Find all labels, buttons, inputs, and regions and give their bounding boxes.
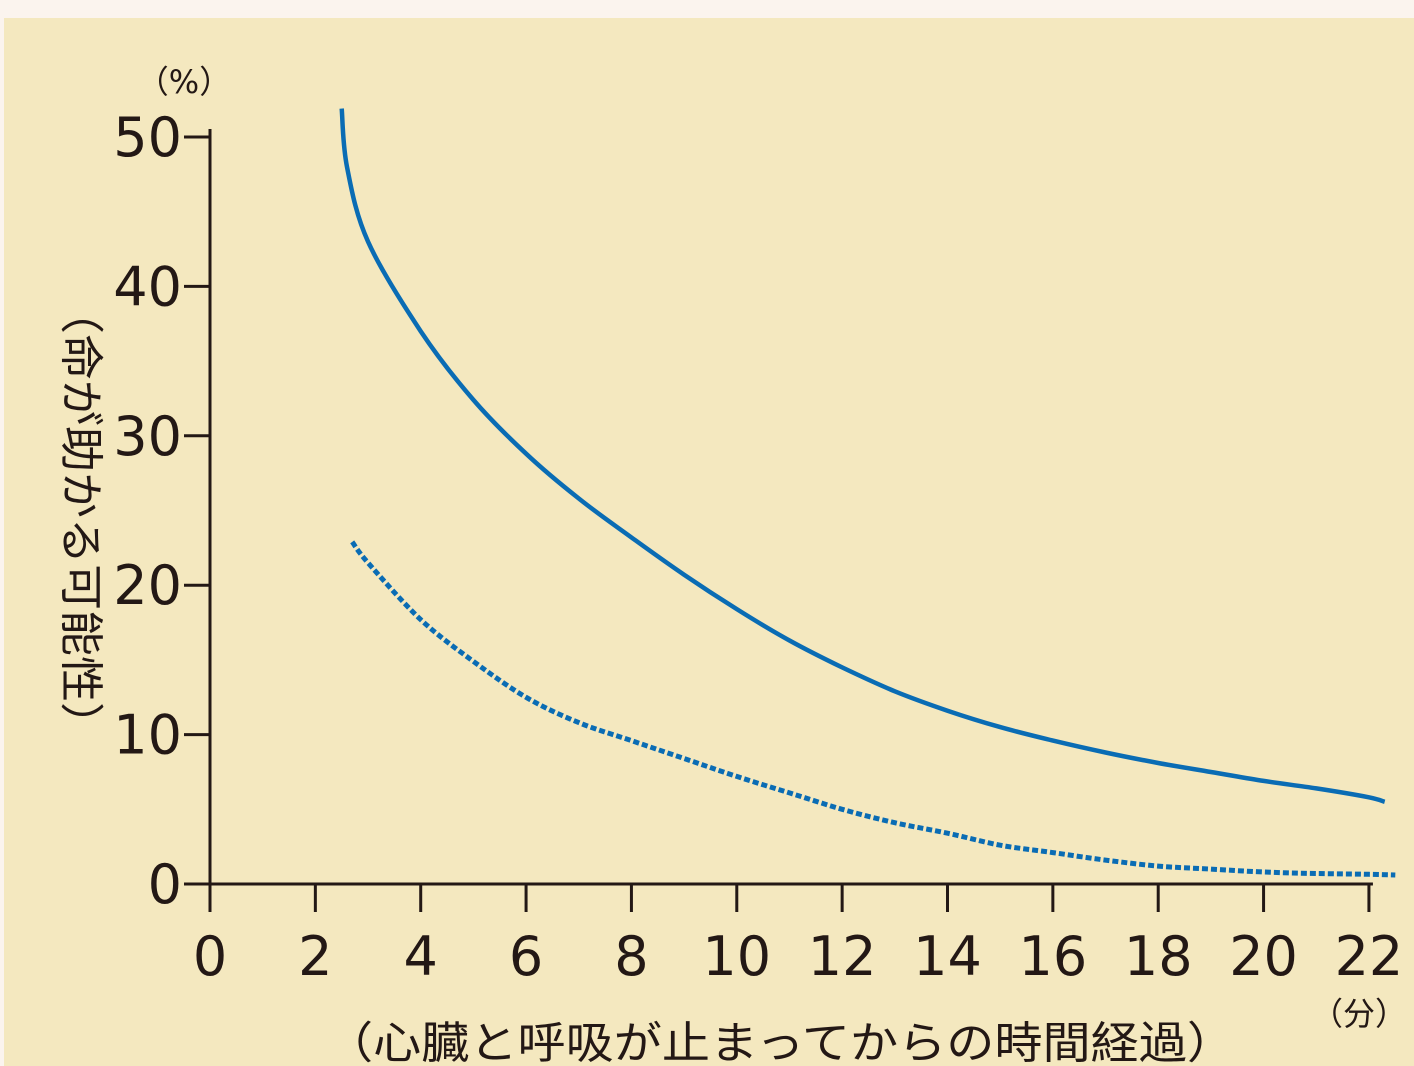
x-tick-label: 20	[1229, 925, 1298, 988]
x-axis-ticks: 0 2 4 6 8 10 12 14 16 18 20 22	[193, 884, 1403, 988]
y-tick-label: 40	[113, 255, 182, 318]
y-axis-title: （命が助かる可能性）	[55, 288, 106, 748]
x-tick-label: 2	[298, 925, 332, 988]
x-tick-label: 18	[1124, 925, 1193, 988]
x-axis-title: （心臓と呼吸が止まってからの時間経過）	[325, 1018, 1235, 1066]
x-tick-label: 14	[913, 925, 982, 988]
y-tick-label: 50	[113, 106, 182, 169]
series-solid-line	[339, 108, 1386, 804]
y-axis-ticks: 0 10 20 30 40 50	[113, 106, 210, 916]
x-tick-label: 12	[808, 925, 877, 988]
series-dotted-line	[350, 540, 1396, 878]
x-tick-label: 8	[614, 925, 648, 988]
x-tick-label: 6	[509, 925, 543, 988]
chart-panel: 0 10 20 30 40 50 0 2 4 6 8 10 12 14 16 18 20 22 （%） （分） …	[4, 18, 1414, 1066]
y-tick-label: 10	[113, 704, 182, 767]
x-tick-label: 22	[1335, 925, 1404, 988]
series-layer	[339, 108, 1396, 878]
y-tick-label: 20	[113, 554, 182, 617]
x-tick-label: 16	[1018, 925, 1087, 988]
y-tick-label: 30	[113, 405, 182, 468]
y-unit-label: （%）	[137, 63, 231, 101]
x-tick-label: 10	[702, 925, 771, 988]
x-tick-label: 0	[193, 925, 227, 988]
x-tick-label: 4	[404, 925, 438, 988]
x-unit-label: （分）	[1311, 995, 1407, 1033]
y-tick-label: 0	[148, 853, 182, 916]
